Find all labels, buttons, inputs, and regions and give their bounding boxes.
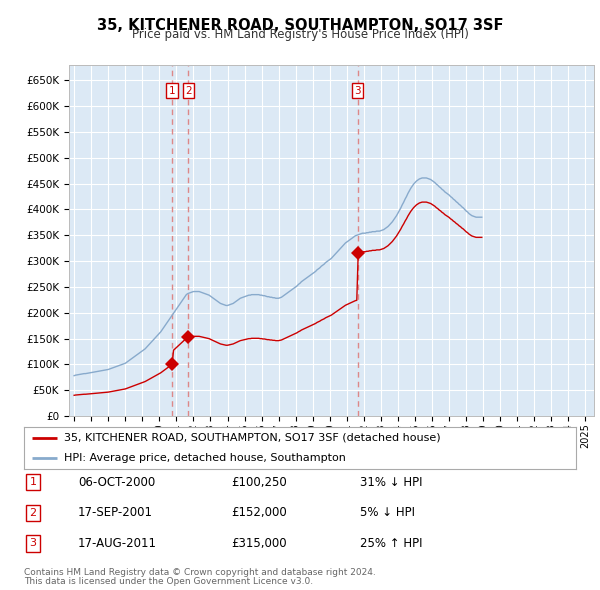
Text: 06-OCT-2000: 06-OCT-2000 — [78, 476, 155, 489]
Text: HPI: Average price, detached house, Southampton: HPI: Average price, detached house, Sout… — [64, 453, 346, 463]
Text: 1: 1 — [29, 477, 37, 487]
Text: 31% ↓ HPI: 31% ↓ HPI — [360, 476, 422, 489]
Text: £152,000: £152,000 — [231, 506, 287, 519]
Text: 5% ↓ HPI: 5% ↓ HPI — [360, 506, 415, 519]
Text: £315,000: £315,000 — [231, 537, 287, 550]
Text: 35, KITCHENER ROAD, SOUTHAMPTON, SO17 3SF (detached house): 35, KITCHENER ROAD, SOUTHAMPTON, SO17 3S… — [64, 432, 440, 442]
Text: £100,250: £100,250 — [231, 476, 287, 489]
Text: 3: 3 — [29, 539, 37, 548]
Text: Price paid vs. HM Land Registry's House Price Index (HPI): Price paid vs. HM Land Registry's House … — [131, 28, 469, 41]
Text: Contains HM Land Registry data © Crown copyright and database right 2024.: Contains HM Land Registry data © Crown c… — [24, 568, 376, 577]
Text: 3: 3 — [354, 86, 361, 96]
Text: 35, KITCHENER ROAD, SOUTHAMPTON, SO17 3SF: 35, KITCHENER ROAD, SOUTHAMPTON, SO17 3S… — [97, 18, 503, 32]
Text: 2: 2 — [29, 508, 37, 517]
Text: This data is licensed under the Open Government Licence v3.0.: This data is licensed under the Open Gov… — [24, 577, 313, 586]
Text: 25% ↑ HPI: 25% ↑ HPI — [360, 537, 422, 550]
Text: 17-AUG-2011: 17-AUG-2011 — [78, 537, 157, 550]
Text: 17-SEP-2001: 17-SEP-2001 — [78, 506, 153, 519]
Text: 2: 2 — [185, 86, 192, 96]
Text: 1: 1 — [169, 86, 176, 96]
